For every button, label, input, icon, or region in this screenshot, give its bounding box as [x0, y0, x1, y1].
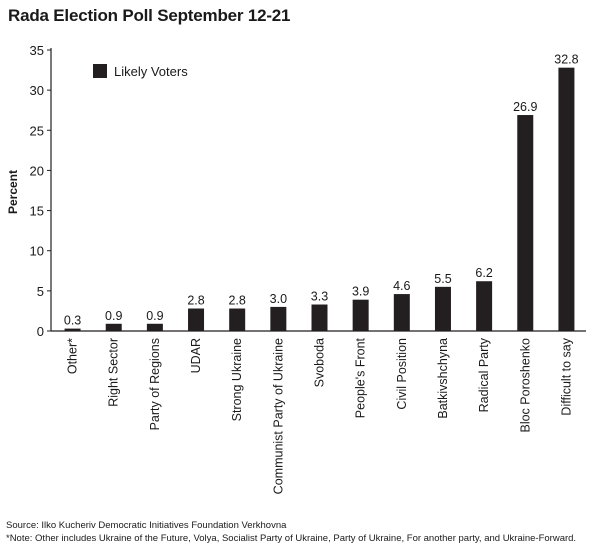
bar [188, 308, 205, 331]
x-category-label: Strong Ukraine [230, 338, 244, 421]
bar [270, 306, 287, 331]
y-tick-label: 35 [30, 43, 44, 58]
bar-value-label: 2.8 [228, 294, 245, 308]
x-category-label: Batkivshchyna [436, 338, 450, 419]
y-tick-label: 30 [30, 83, 44, 98]
y-tick-label: 15 [30, 204, 44, 219]
bar-value-label: 6.2 [475, 266, 492, 280]
bar-value-label: 3.0 [270, 292, 287, 306]
x-category-label: Svoboda [313, 338, 327, 387]
x-category-label: Right Sector [107, 338, 121, 407]
x-category-label: Communist Party of Ukraine [271, 338, 285, 494]
legend-label: Likely Voters [114, 64, 188, 79]
y-tick-label: 0 [37, 324, 44, 339]
bar [229, 308, 246, 331]
y-tick-label: 5 [37, 284, 44, 299]
bar [146, 323, 163, 331]
bar-value-label: 5.5 [434, 272, 451, 286]
y-tick-label: 25 [30, 123, 44, 138]
x-category-label: People's Front [354, 337, 368, 418]
bar-value-label: 4.6 [393, 279, 410, 293]
x-category-label: Party of Regions [148, 338, 162, 430]
bar-value-label: 0.3 [64, 314, 81, 328]
legend: Likely Voters [93, 64, 188, 79]
y-tick-label: 10 [30, 244, 44, 259]
y-tick-label: 20 [30, 163, 44, 178]
x-category-label: Difficult to say [559, 337, 573, 415]
bars-group [64, 67, 575, 332]
bar [105, 323, 122, 331]
bar-value-label: 0.9 [146, 309, 163, 323]
x-category-label: Bloc Poroshenko [518, 338, 532, 433]
y-axis-label: Percent [6, 170, 20, 214]
bar [558, 67, 575, 332]
bar-value-label: 0.9 [105, 309, 122, 323]
bar [434, 286, 451, 331]
bar-value-label: 3.9 [352, 285, 369, 299]
bar [476, 281, 493, 331]
bar-value-label: 32.8 [554, 53, 578, 67]
bar [393, 294, 410, 331]
bar-value-label: 26.9 [513, 100, 537, 114]
bar-value-label: 2.8 [187, 294, 204, 308]
legend-swatch [93, 64, 107, 78]
bar [517, 115, 534, 331]
footnote-text: *Note: Other includes Ukraine of the Fut… [6, 533, 577, 544]
source-text: Source: Ilko Kucheriv Democratic Initiat… [6, 520, 287, 531]
x-category-label: Civil Position [395, 338, 409, 410]
x-category-label: Radical Party [477, 337, 491, 412]
value-labels: 0.3 0.9 0.9 2.8 2.8 3.0 3.3 3.9 4.6 5.5 6.2 26.9 32.… [64, 53, 579, 328]
x-category-label: UDAR [189, 338, 203, 373]
bar [311, 304, 328, 331]
chart-title: Rada Election Poll September 12-21 [8, 6, 291, 25]
bar [64, 328, 81, 331]
y-axis-ticks: 0 5 10 15 20 25 30 35 [30, 43, 51, 339]
bar-value-label: 3.3 [311, 290, 328, 304]
bar [352, 299, 369, 331]
x-axis-labels: Other* Right Sector Party of Regions UDAR St… [66, 337, 574, 494]
source-note: Source: Ilko Kucheriv Democratic Initiat… [6, 519, 576, 545]
x-category-label: Other* [66, 338, 80, 374]
